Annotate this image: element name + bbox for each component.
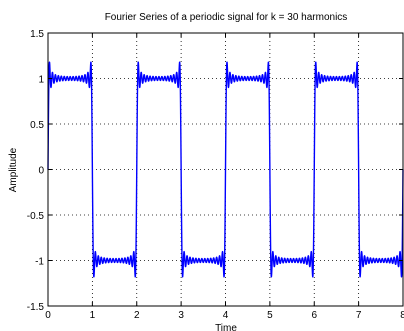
x-tick-labels: 0 1 2 3 4 5 6 7 8 <box>45 310 404 321</box>
tick-marks <box>47 32 404 307</box>
x-tick-label: 6 <box>311 310 317 321</box>
y-tick-label: 1 <box>38 75 44 86</box>
x-axis-label: Time <box>215 323 237 331</box>
y-tick-label: -1.5 <box>27 302 45 313</box>
y-tick-label: 0.5 <box>30 120 44 131</box>
y-tick-label: -0.5 <box>27 211 45 222</box>
fourier-series-line <box>47 61 404 278</box>
y-tick-labels: -1.5 -1 -0.5 0 0.5 1 1.5 <box>27 29 45 313</box>
x-tick-label: 1 <box>90 310 96 321</box>
x-tick-label: 5 <box>267 310 273 321</box>
x-tick-label: 4 <box>223 310 229 321</box>
series-layer <box>47 61 404 278</box>
x-tick-label: 2 <box>134 310 140 321</box>
y-tick-label: -1 <box>35 257 44 268</box>
x-tick-label: 3 <box>178 310 184 321</box>
y-axis-label: Amplitude <box>8 147 19 192</box>
chart-title: Fourier Series of a periodic signal for … <box>105 12 348 23</box>
y-tick-label: 1.5 <box>30 29 44 40</box>
x-tick-label: 7 <box>356 310 362 321</box>
x-tick-label: 0 <box>45 310 51 321</box>
x-tick-label: 8 <box>400 310 404 321</box>
y-tick-label: 0 <box>38 166 44 177</box>
